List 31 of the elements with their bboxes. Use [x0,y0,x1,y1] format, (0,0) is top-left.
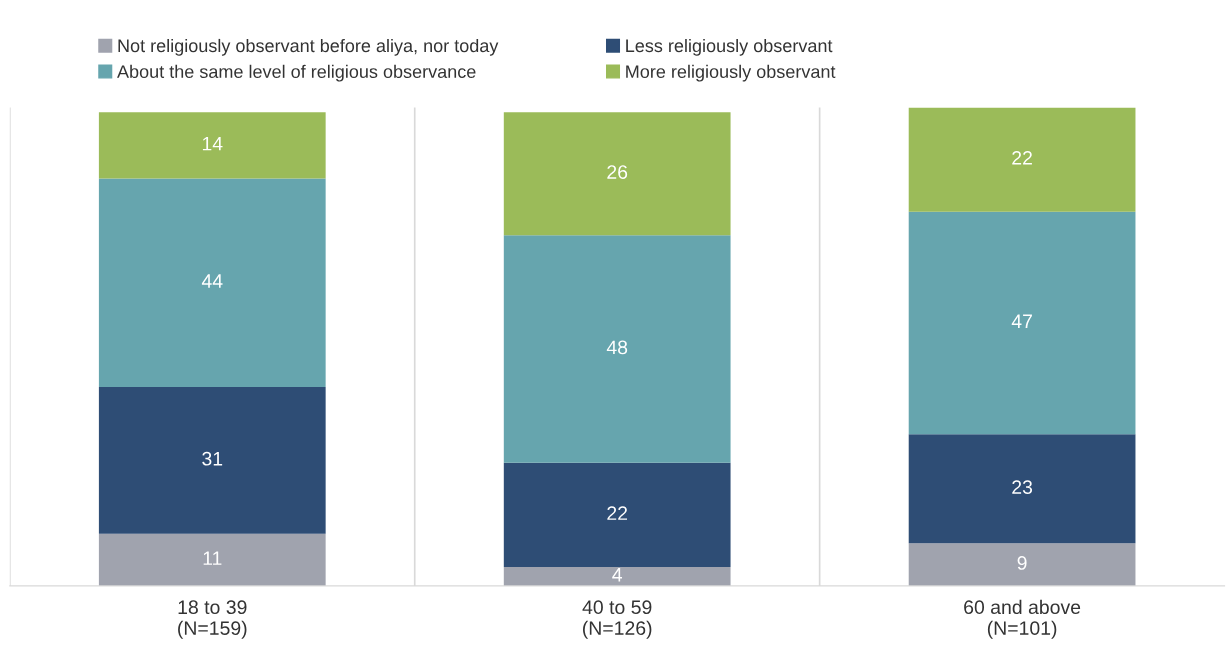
bar [908,107,1136,212]
data-label: 14 [202,136,223,151]
x-tick-label: 60 and above (N=101) [964,599,1081,639]
legend-label: Less religiously observant [626,38,833,56]
x-tick-label: 40 to 59 (N=126) [582,600,652,639]
bar [503,462,731,567]
legend-label: More religiously observant [626,64,836,82]
data-label: 48 [606,340,628,355]
data-label: 26 [607,165,628,179]
bar [98,112,326,179]
data-label: 31 [202,451,223,466]
data-label: 4 [612,568,623,582]
data-label: 22 [607,506,628,520]
bar [98,533,326,586]
legend-label: Not religiously observant before aliya, nor today [118,38,499,56]
legend-label: About the same level of religious observance [117,64,476,82]
data-label: 44 [201,274,223,288]
data-label: 23 [1012,480,1033,494]
data-label: 11 [203,551,222,565]
bar [908,211,1136,435]
data-label: 22 [1012,150,1032,165]
bar [908,543,1136,586]
bar [98,178,326,387]
data-label: 47 [1011,314,1032,328]
data-label: 9 [1017,556,1027,570]
bar [503,235,731,463]
bar [503,112,731,236]
bar [908,434,1136,544]
x-tick-label: 18 to 39 (N=159) [178,600,247,639]
bar [503,566,731,586]
bar [98,386,326,534]
